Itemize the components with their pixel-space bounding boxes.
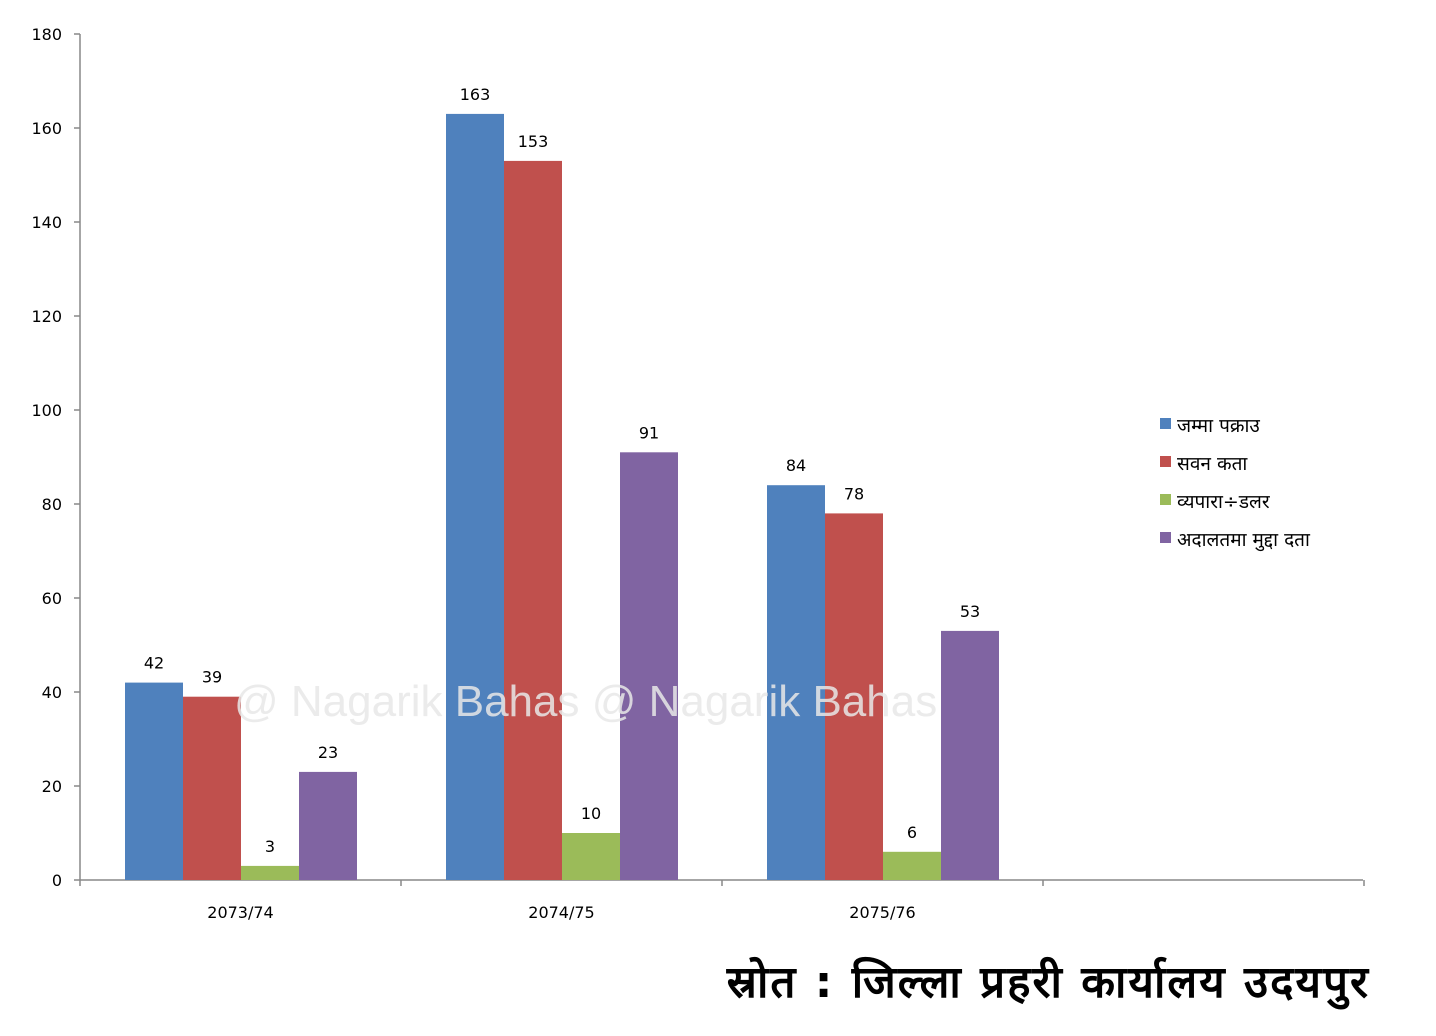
bar [125, 682, 183, 880]
bar [504, 160, 562, 880]
x-tick-label: 2075/76 [849, 903, 915, 922]
bar [767, 485, 825, 880]
y-tick-label: 120 [31, 307, 62, 326]
bar [299, 771, 357, 880]
bar [241, 865, 299, 880]
data-label: 91 [639, 423, 659, 442]
source-text: स्रोत : जिल्ला प्रहरी कार्यालय उदयपुर [726, 957, 1370, 1008]
x-tick-label: 2074/75 [528, 903, 594, 922]
data-label: 6 [907, 823, 917, 842]
data-label: 78 [844, 484, 864, 503]
y-tick-label: 40 [42, 683, 62, 702]
y-tick-label: 180 [31, 25, 62, 44]
bar [825, 513, 883, 880]
bar [883, 851, 941, 880]
data-label: 42 [144, 654, 164, 673]
legend-swatch [1160, 494, 1171, 505]
y-tick-label: 80 [42, 495, 62, 514]
y-tick-label: 100 [31, 401, 62, 420]
y-tick-label: 0 [52, 871, 62, 890]
data-label: 153 [518, 132, 549, 151]
watermark-text: @ Nagarik Bahas @ Nagarik Bahas [234, 677, 937, 726]
legend-label: व्यपारा÷डलर [1177, 491, 1271, 513]
y-tick-label: 20 [42, 777, 62, 796]
bar [446, 113, 504, 880]
y-tick-label: 140 [31, 213, 62, 232]
x-tick-label: 2073/74 [207, 903, 273, 922]
legend-label: जम्मा पक्राउ [1177, 415, 1260, 437]
data-label: 39 [202, 668, 222, 687]
legend-swatch [1160, 456, 1171, 467]
data-label: 84 [786, 456, 806, 475]
data-label: 163 [460, 85, 491, 104]
data-label: 23 [318, 743, 338, 762]
bar [620, 452, 678, 880]
data-label: 3 [265, 837, 275, 856]
data-labels: 42 39 3 23 163 153 10 91 84 78 6 53 [144, 85, 980, 856]
y-tick-label: 60 [42, 589, 62, 608]
legend: जम्मा पक्राउ सवन कता व्यपारा÷डलर अदालतमा मु… [1160, 415, 1311, 552]
legend-label: अदालतमा मुद्दा दता [1177, 529, 1311, 552]
legend-swatch [1160, 532, 1171, 543]
bar [183, 696, 241, 880]
y-tick-label: 160 [31, 119, 62, 138]
legend-label: सवन कता [1177, 453, 1248, 475]
bar [562, 833, 620, 880]
data-label: 53 [960, 602, 980, 621]
data-label: 10 [581, 804, 601, 823]
bars [125, 113, 999, 880]
legend-swatch [1160, 418, 1171, 429]
bar [941, 630, 999, 880]
